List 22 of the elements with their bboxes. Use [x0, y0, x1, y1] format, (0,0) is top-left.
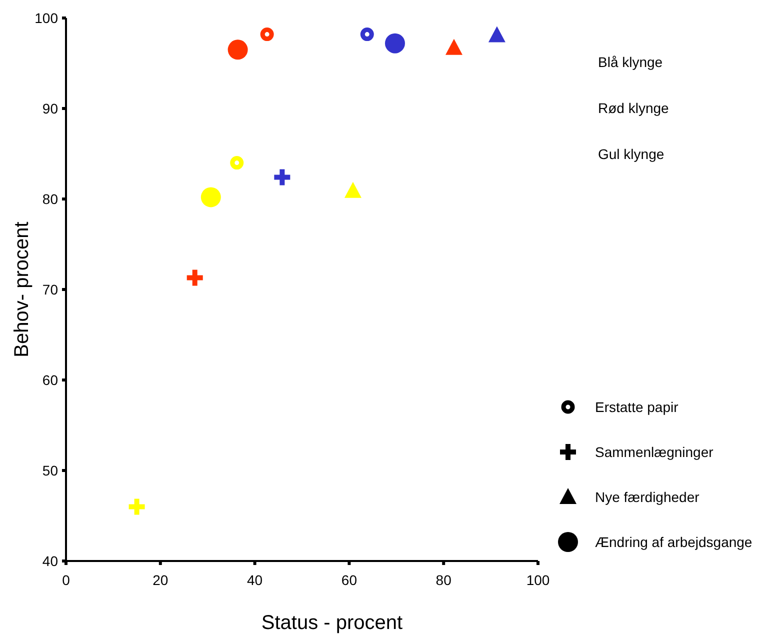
text: Sammenlægninger: [595, 444, 714, 460]
x-tick-label: 20: [152, 572, 168, 588]
text: Blå klynge: [598, 54, 663, 70]
text: Nye færdigheder: [595, 488, 700, 505]
x-tick-label: 0: [62, 572, 70, 588]
text: Gul klynge: [598, 146, 664, 162]
y-tick-label: 40: [42, 552, 58, 569]
y-tick-label: 80: [42, 190, 58, 207]
x-tick-label: 60: [341, 572, 358, 588]
y-tick-label: 50: [42, 462, 58, 478]
x-tick-label: 80: [436, 572, 452, 588]
y-tick-label: 60: [42, 372, 58, 388]
x-tick-label: 100: [526, 572, 550, 588]
y-axis-title: Behov- procent: [11, 221, 33, 358]
y-tick-label: 90: [42, 100, 58, 116]
y-tick-label: 70: [42, 281, 58, 298]
text: Rød klynge: [598, 100, 670, 116]
y-tick-label: 100: [34, 10, 58, 26]
x-axis-title: Status - procent: [261, 612, 404, 634]
text: Erstatte papir: [595, 398, 679, 415]
text: Ændring af arbejdsgange: [595, 534, 752, 550]
x-tick-label: 40: [247, 572, 263, 588]
